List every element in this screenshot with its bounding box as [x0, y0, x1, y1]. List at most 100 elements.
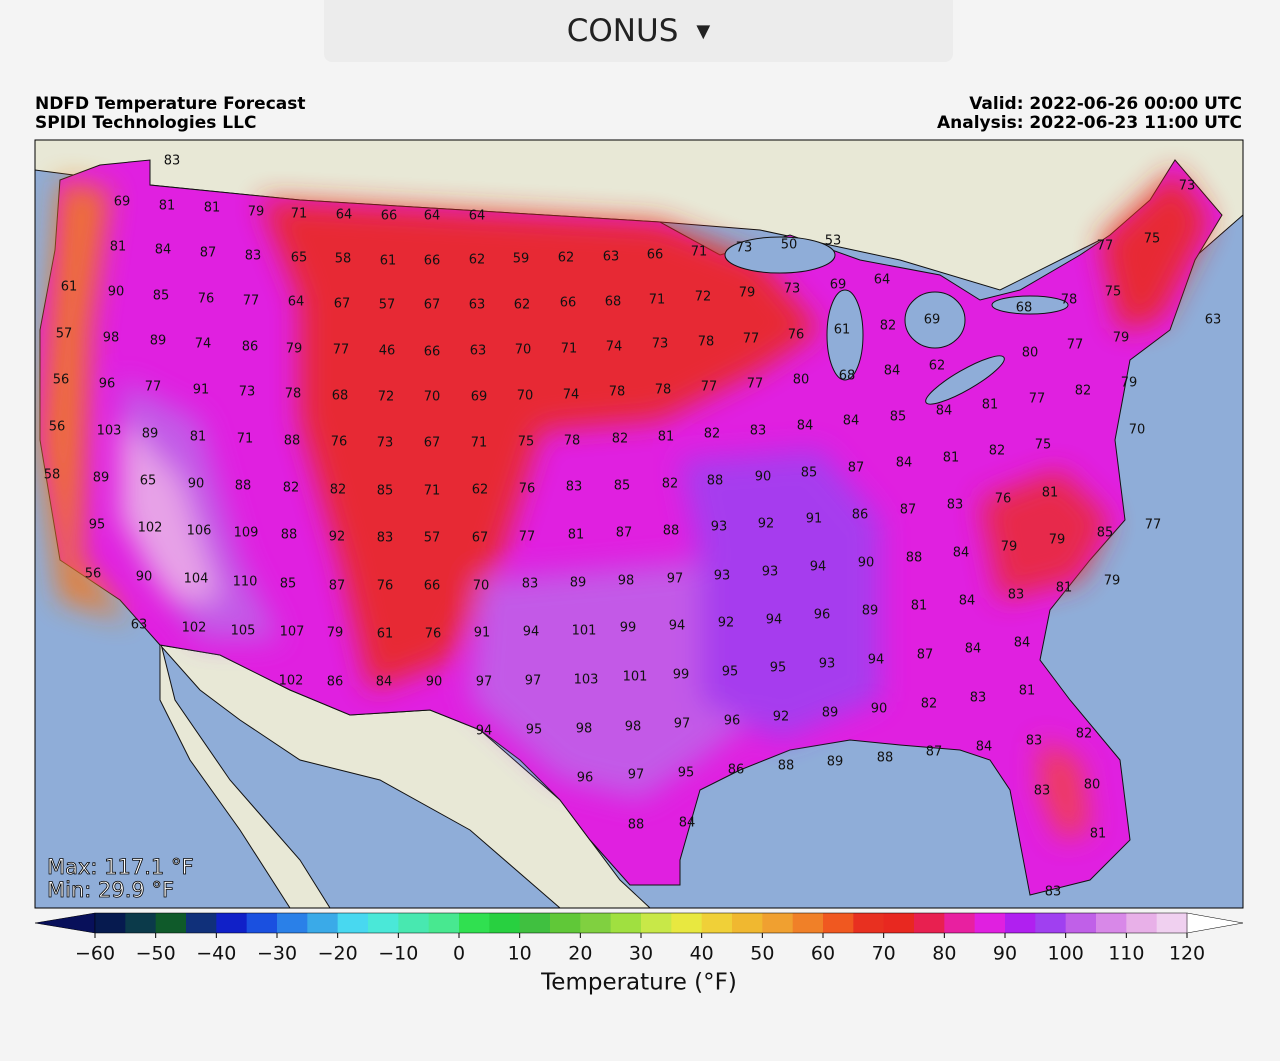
station-value: 69: [830, 278, 847, 293]
dropdown-label: CONUS: [566, 13, 679, 49]
station-value: 87: [900, 503, 917, 518]
station-value: 63: [1205, 313, 1222, 328]
station-value: 87: [917, 648, 934, 663]
station-value: 92: [329, 530, 346, 545]
station-value: 76: [519, 482, 536, 497]
station-value: 79: [1001, 540, 1018, 555]
station-value: 63: [469, 298, 486, 313]
colorbar-swatch: [1065, 913, 1097, 933]
station-value: 77: [701, 380, 718, 395]
station-value: 61: [834, 323, 851, 338]
station-value: 71: [649, 293, 666, 308]
subtitle: SPIDI Technologies LLC: [35, 113, 256, 133]
station-value: 63: [603, 250, 620, 265]
station-value: 93: [711, 520, 728, 535]
station-value: 50: [781, 238, 798, 253]
analysis-time: Analysis: 2022-06-23 11:00 UTC: [937, 113, 1242, 133]
station-value: 75: [1035, 438, 1052, 453]
station-value: 82: [1076, 727, 1093, 742]
station-value: 73: [736, 241, 753, 256]
station-value: 73: [239, 385, 256, 400]
station-value: 84: [1014, 636, 1031, 651]
valid-time: Valid: 2022-06-26 00:00 UTC: [969, 94, 1242, 114]
station-value: 93: [762, 565, 779, 580]
station-value: 82: [1075, 384, 1092, 399]
station-value: 81: [159, 199, 176, 214]
station-value: 89: [93, 471, 110, 486]
station-value: 105: [231, 624, 256, 639]
station-value: 82: [283, 481, 300, 496]
colorbar-tick-label: −40: [196, 943, 236, 965]
station-value: 77: [243, 294, 260, 309]
colorbar-tick-label: 0: [453, 943, 465, 965]
station-value: 61: [380, 254, 397, 269]
station-value: 68: [332, 389, 349, 404]
colorbar-tick-label: −60: [75, 943, 115, 965]
station-value: 88: [663, 524, 680, 539]
station-value: 70: [515, 343, 532, 358]
station-value: 94: [766, 613, 783, 628]
station-value: 82: [921, 697, 938, 712]
colorbar-tick-label: 110: [1108, 943, 1144, 965]
station-value: 83: [947, 498, 964, 513]
station-value: 66: [560, 296, 577, 311]
colorbar-swatch: [1005, 913, 1036, 933]
station-value: 66: [424, 254, 441, 269]
station-value: 70: [424, 390, 441, 405]
colorbar-tick-label: −50: [136, 943, 176, 965]
region-dropdown[interactable]: CONUS ▼: [324, 0, 953, 62]
station-value: 101: [623, 670, 648, 685]
colorbar-swatch: [914, 913, 945, 933]
station-value: 84: [679, 816, 696, 831]
station-value: 71: [291, 207, 308, 222]
station-value: 78: [698, 335, 715, 350]
colorbar-swatch: [550, 913, 581, 933]
station-value: 64: [288, 295, 305, 310]
station-value: 78: [609, 385, 626, 400]
station-value: 62: [558, 251, 575, 266]
station-value: 79: [1104, 574, 1121, 589]
colorbar-swatch: [95, 913, 126, 933]
colorbar-swatch: [155, 913, 187, 933]
station-value: 87: [926, 745, 943, 760]
station-value: 64: [336, 208, 353, 223]
station-value: 79: [327, 626, 344, 641]
station-value: 56: [49, 420, 66, 435]
station-value: 62: [472, 483, 489, 498]
station-value: 82: [989, 444, 1006, 459]
colorbar-swatch: [792, 913, 824, 933]
station-value: 81: [1056, 581, 1073, 596]
colorbar-tick-label: 40: [690, 943, 714, 965]
station-value: 65: [140, 474, 157, 489]
station-value: 102: [138, 521, 163, 536]
station-value: 71: [691, 245, 708, 260]
station-value: 85: [614, 479, 631, 494]
station-value: 57: [379, 298, 396, 313]
station-value: 62: [929, 359, 946, 374]
station-value: 96: [814, 608, 831, 623]
station-value: 85: [280, 577, 297, 592]
station-value: 71: [471, 436, 488, 451]
station-value: 58: [44, 468, 61, 483]
station-value: 85: [1097, 526, 1114, 541]
station-value: 89: [142, 427, 159, 442]
colorbar-label: Temperature (°F): [540, 970, 737, 996]
station-value: 65: [291, 251, 308, 266]
station-value: 79: [1113, 331, 1130, 346]
station-value: 77: [145, 380, 162, 395]
station-value: 64: [469, 209, 486, 224]
station-value: 91: [193, 383, 210, 398]
station-value: 76: [788, 328, 805, 343]
station-value: 92: [773, 710, 790, 725]
station-value: 106: [187, 524, 212, 539]
station-value: 72: [695, 290, 712, 305]
colorbar-swatch: [1156, 913, 1188, 933]
station-value: 83: [164, 154, 181, 169]
station-value: 102: [182, 621, 207, 636]
station-value: 73: [652, 337, 669, 352]
station-value: 71: [424, 484, 441, 499]
station-value: 93: [714, 569, 731, 584]
station-value: 81: [110, 240, 127, 255]
station-value: 46: [379, 344, 396, 359]
